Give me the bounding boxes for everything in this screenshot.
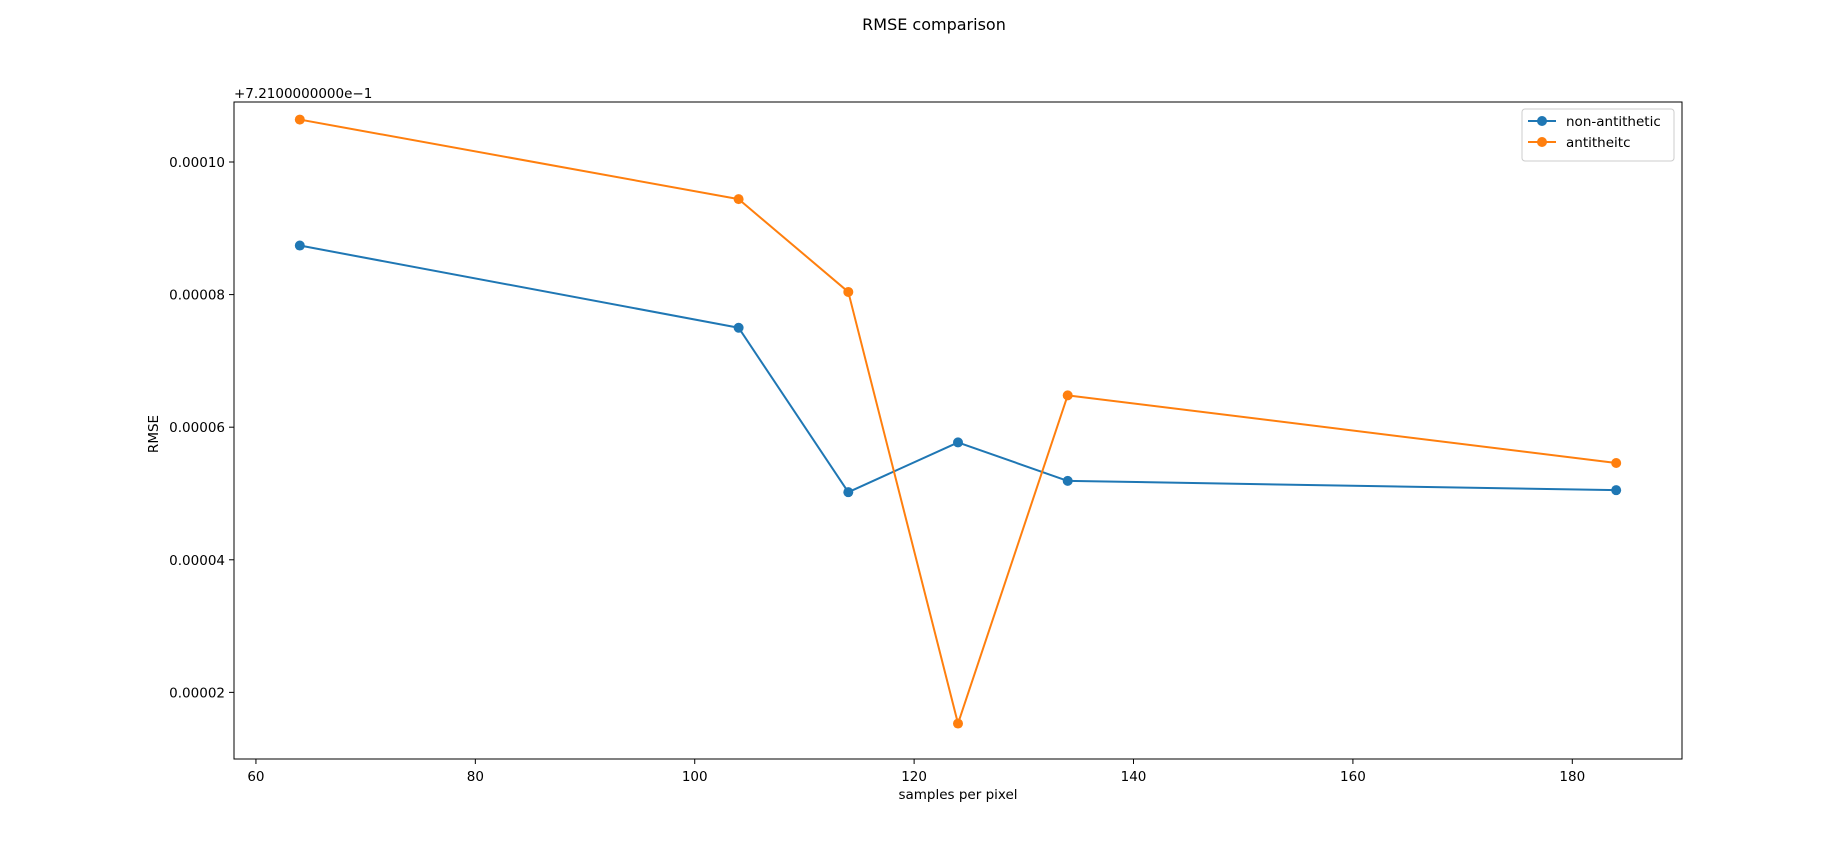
legend-marker-non-antithetic <box>1537 116 1547 126</box>
x-tick-label: 60 <box>247 769 264 785</box>
series-layer <box>294 114 1622 729</box>
data-point-antitheitc <box>733 194 744 205</box>
data-point-antitheitc <box>953 718 963 729</box>
legend-label: antitheitc <box>1566 135 1631 151</box>
data-point-antitheitc <box>294 114 305 125</box>
series-line-antitheitc <box>299 118 1617 725</box>
x-axis-label: samples per pixel <box>898 787 1017 803</box>
legend-marker-antitheitc <box>1537 137 1547 147</box>
x-tick-label: 160 <box>1340 769 1366 785</box>
data-point-non-antithetic <box>953 437 963 448</box>
y-tick-label: 0.00008 <box>169 288 225 304</box>
legend-label: non-antithetic <box>1566 114 1661 130</box>
plot-area-frame <box>233 101 1683 760</box>
data-point-non-antithetic <box>1611 485 1622 496</box>
y-tick-label: 0.00010 <box>169 155 225 171</box>
data-point-non-antithetic <box>843 487 854 498</box>
x-tick-label: 100 <box>682 769 708 785</box>
chart-title: RMSE comparison <box>862 15 1006 34</box>
y-axis-ticks: 0.00002 0.00004 0.00006 0.00008 0.00010 <box>169 155 234 701</box>
data-point-non-antithetic <box>733 322 744 333</box>
y-tick-label: 0.00006 <box>169 420 225 436</box>
data-point-antitheitc <box>1611 457 1622 468</box>
series-line-non-antithetic <box>299 244 1617 494</box>
x-tick-label: 80 <box>467 769 484 785</box>
y-tick-label: 0.00002 <box>169 685 225 701</box>
data-point-non-antithetic <box>294 240 305 251</box>
x-tick-label: 120 <box>901 769 927 785</box>
legend-box <box>1521 108 1675 162</box>
x-tick-label: 180 <box>1559 769 1585 785</box>
data-point-antitheitc <box>1062 390 1073 401</box>
y-axis-offset-text: +7.2100000000e−1 <box>234 86 372 102</box>
y-axis-label: RMSE <box>146 415 162 453</box>
data-point-antitheitc <box>843 286 854 297</box>
x-tick-label: 140 <box>1121 769 1147 785</box>
y-tick-label: 0.00004 <box>169 553 225 569</box>
x-axis-ticks: 60 80 100 120 140 160 180 <box>247 759 1585 785</box>
legend: non-antithetic antitheitc <box>1521 108 1675 162</box>
data-point-non-antithetic <box>1062 475 1073 486</box>
